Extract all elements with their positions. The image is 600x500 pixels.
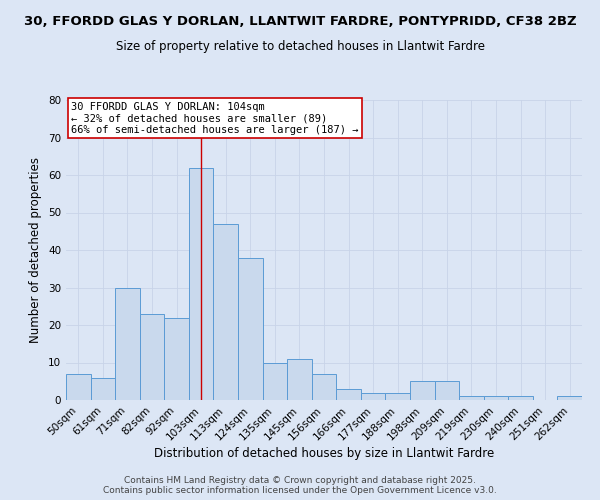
Bar	[214, 224, 238, 400]
Bar	[287, 359, 312, 400]
Text: 30, FFORDD GLAS Y DORLAN, LLANTWIT FARDRE, PONTYPRIDD, CF38 2BZ: 30, FFORDD GLAS Y DORLAN, LLANTWIT FARDR…	[23, 15, 577, 28]
Bar	[263, 362, 287, 400]
Bar	[189, 168, 214, 400]
Bar	[385, 392, 410, 400]
Bar	[361, 392, 385, 400]
Bar	[164, 318, 189, 400]
Text: Size of property relative to detached houses in Llantwit Fardre: Size of property relative to detached ho…	[115, 40, 485, 53]
Bar	[557, 396, 582, 400]
Bar	[508, 396, 533, 400]
Bar	[115, 288, 140, 400]
X-axis label: Distribution of detached houses by size in Llantwit Fardre: Distribution of detached houses by size …	[154, 448, 494, 460]
Bar	[312, 374, 336, 400]
Text: 30 FFORDD GLAS Y DORLAN: 104sqm
← 32% of detached houses are smaller (89)
66% of: 30 FFORDD GLAS Y DORLAN: 104sqm ← 32% of…	[71, 102, 359, 134]
Y-axis label: Number of detached properties: Number of detached properties	[29, 157, 43, 343]
Bar	[459, 396, 484, 400]
Bar	[91, 378, 115, 400]
Bar	[484, 396, 508, 400]
Bar	[336, 389, 361, 400]
Bar	[66, 374, 91, 400]
Bar	[238, 258, 263, 400]
Bar	[410, 381, 434, 400]
Bar	[140, 314, 164, 400]
Text: Contains HM Land Registry data © Crown copyright and database right 2025.
Contai: Contains HM Land Registry data © Crown c…	[103, 476, 497, 495]
Bar	[434, 381, 459, 400]
